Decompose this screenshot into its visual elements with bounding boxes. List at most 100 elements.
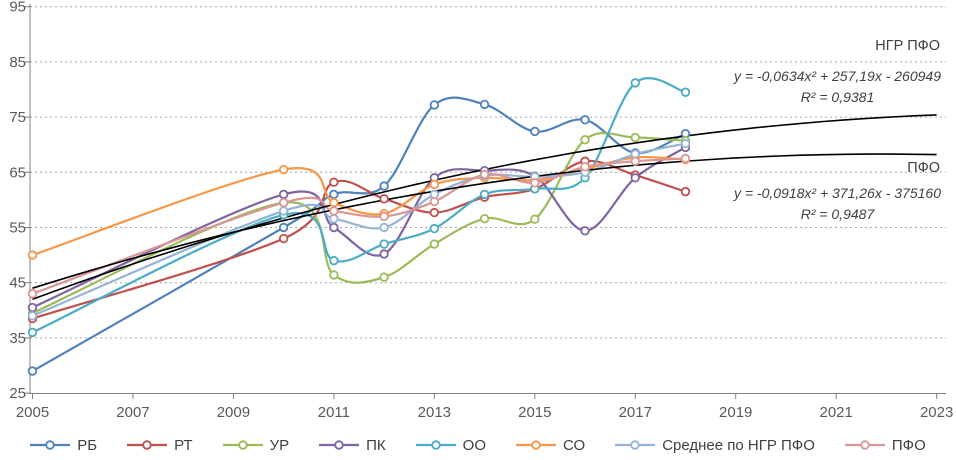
data-point-pfo: [479, 169, 490, 180]
data-point-pk: [27, 302, 38, 313]
legend-marker-icon: [30, 440, 71, 450]
data-point-rb: [329, 189, 339, 200]
data-point-ur: [530, 214, 540, 224]
data-point-so: [27, 250, 38, 260]
data-point-rt: [329, 177, 339, 187]
legend-label: УР: [269, 436, 290, 454]
data-point-oo: [630, 78, 640, 88]
data-point-oo: [429, 223, 440, 234]
legend-marker-icon: [222, 440, 263, 450]
data-point-pfo: [379, 211, 389, 222]
data-point-rb: [580, 115, 590, 125]
data-point-pfo: [580, 162, 590, 172]
equation-text: y = -0,0918x² + 371,26x - 375160: [733, 185, 941, 201]
y-tick-label: 95: [9, 0, 26, 16]
legend-marker-icon: [415, 440, 456, 450]
x-tick-label: 2007: [116, 404, 149, 421]
trendline-equation-pfo: y = -0,0918x² + 371,26x - 375160 R² = 0,…: [734, 183, 941, 225]
data-point-rt: [429, 207, 440, 218]
data-point-oo: [379, 239, 389, 249]
x-tick-label: 2005: [16, 404, 49, 421]
legend-item-so: СО: [516, 437, 585, 454]
data-point-ur: [429, 239, 440, 249]
data-point-avg-ngr-pfo: [329, 213, 339, 224]
legend-item-avg-ngr-pfo: Среднее по НГР ПФО: [615, 437, 815, 454]
legend-label: РТ: [174, 436, 193, 454]
r-squared-text: R² = 0,9381: [800, 89, 875, 105]
series-line-rt: [32, 159, 686, 320]
x-tick-label: 2019: [719, 404, 752, 421]
legend-marker-icon: [319, 440, 360, 450]
r-squared-text: R² = 0,9487: [800, 206, 875, 222]
data-point-rb: [479, 99, 490, 110]
x-tick-label: 2011: [318, 404, 350, 421]
x-tick-label: 2013: [418, 404, 451, 421]
data-point-ur: [580, 135, 590, 145]
data-point-rb: [379, 181, 389, 191]
data-point-ur: [379, 272, 389, 282]
y-tick-label: 35: [9, 330, 26, 347]
data-point-pk: [329, 222, 339, 233]
data-point-so: [429, 179, 440, 190]
data-point-oo: [329, 255, 339, 266]
legend-label: Среднее по НГР ПФО: [662, 436, 815, 454]
data-point-ur: [329, 270, 339, 280]
data-point-rt: [680, 186, 691, 197]
data-point-pk: [278, 189, 289, 200]
data-point-avg-ngr-pfo: [379, 222, 389, 233]
legend-marker-icon: [516, 440, 557, 450]
legend-item-ur: УР: [222, 436, 290, 454]
legend-label: ОО: [462, 436, 487, 454]
x-tick-label: 2021: [819, 404, 852, 421]
legend-marker-icon: [844, 440, 885, 450]
legend-label: РБ: [77, 436, 98, 454]
data-point-pfo: [530, 178, 540, 188]
data-point-rb: [530, 126, 540, 137]
legend-item-oo: ОО: [415, 436, 487, 454]
legend-label: ПФО: [891, 436, 926, 454]
data-point-rt: [278, 233, 289, 244]
x-tick-label: 2017: [619, 404, 652, 421]
data-point-avg-ngr-pfo: [27, 311, 38, 321]
data-point-oo: [680, 87, 691, 97]
plot-area: 25 35 45 55 65 75 85 95 2005 2007 2009 2011 2013 2015…: [9, 0, 953, 421]
data-point-pfo: [630, 156, 640, 166]
trendline-equation-ngr-pfo: y = -0,0634x² + 257,19x - 260949 R² = 0,…: [734, 66, 941, 108]
legend-item-rt: РТ: [127, 437, 193, 454]
data-point-pk: [630, 173, 640, 183]
data-point-ur: [479, 213, 490, 224]
y-tick-label: 65: [9, 164, 26, 181]
y-tick-label: 45: [9, 275, 26, 292]
data-point-pk: [379, 249, 389, 259]
equation-text: y = -0,0634x² + 257,19x - 260949: [733, 68, 941, 84]
data-point-oo: [27, 327, 38, 338]
data-point-rb: [278, 222, 289, 233]
legend-item-pfo: ПФО: [844, 436, 926, 454]
data-point-avg-ngr-pfo: [680, 138, 691, 149]
trend-line-pfo: [32, 153, 937, 289]
x-tick-label: 2015: [518, 404, 551, 421]
legend-label: СО: [563, 436, 586, 454]
data-point-pfo: [278, 197, 289, 208]
data-point-pfo: [329, 206, 339, 216]
trendline-label-ngr-pfo: НГР ПФО: [875, 38, 940, 54]
y-tick-label: 75: [9, 109, 26, 126]
data-point-pfo: [27, 289, 38, 299]
data-point-pfo: [680, 153, 691, 164]
chart-legend: РБ РТ УР ПК ОО СО Среднее по НГР ПФО ПФО: [0, 432, 956, 458]
data-point-pk: [580, 226, 590, 236]
data-point-rt: [379, 194, 389, 204]
data-point-rb: [27, 366, 38, 376]
legend-item-pk: ПК: [319, 437, 386, 454]
y-tick-label: 55: [9, 220, 26, 237]
data-point-ur: [630, 132, 640, 143]
data-point-so: [329, 197, 339, 208]
legend-item-rb: РБ: [30, 437, 97, 454]
data-point-avg-ngr-pfo: [278, 206, 289, 216]
y-tick-label: 25: [9, 385, 26, 402]
data-point-oo: [479, 189, 490, 200]
trendline-label-pfo: ПФО: [907, 160, 940, 176]
x-tick-label: 2009: [217, 404, 250, 421]
data-point-pfo: [429, 196, 440, 207]
